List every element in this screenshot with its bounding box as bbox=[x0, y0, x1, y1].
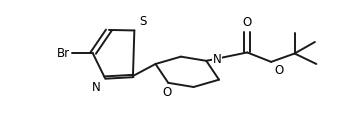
Text: O: O bbox=[242, 16, 252, 29]
Text: O: O bbox=[162, 86, 171, 99]
Text: Br: Br bbox=[57, 47, 70, 60]
Text: N: N bbox=[213, 53, 221, 66]
Text: N: N bbox=[91, 81, 100, 94]
Text: O: O bbox=[274, 64, 283, 77]
Text: S: S bbox=[139, 15, 147, 28]
